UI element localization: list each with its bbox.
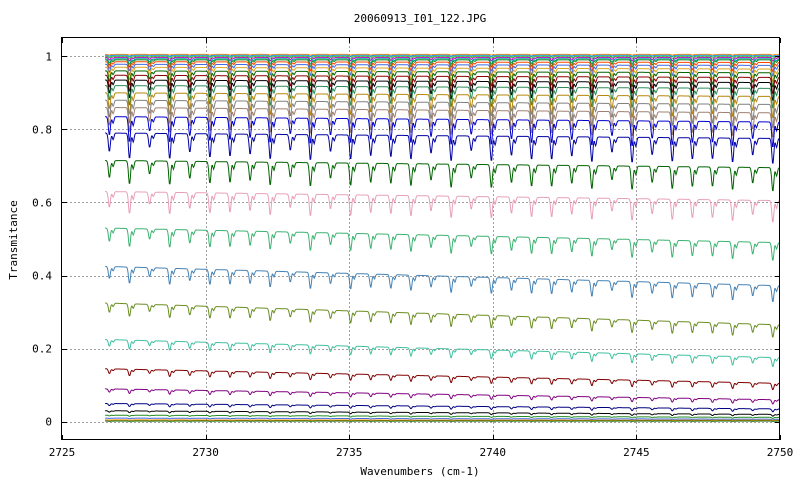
y-tick-label: 0.6 — [32, 196, 52, 209]
x-axis-label: Wavenumbers (cm-1) — [360, 465, 479, 478]
series-line-14 — [105, 99, 780, 128]
x-tick-label: 2750 — [767, 446, 794, 459]
plot-frame — [61, 37, 780, 440]
y-tick-label: 0 — [45, 416, 52, 429]
y-tick-label: 0.8 — [32, 123, 52, 136]
series-line-4 — [105, 58, 780, 65]
series-line-13 — [105, 92, 780, 118]
series-line-1 — [105, 54, 780, 58]
series-line-15 — [105, 106, 780, 138]
series-line-8 — [105, 66, 780, 82]
series-line-25 — [105, 388, 780, 405]
series-line-6 — [105, 61, 780, 72]
series-line-26 — [105, 403, 780, 413]
y-tick-label: 1 — [45, 50, 52, 63]
series-line-0 — [105, 53, 780, 56]
series-line-19 — [105, 191, 780, 223]
axis-ticks: 2725 2730 2735 2740 2745 2750 0 0.2 0.4 0.6 0.8 1 — [32, 38, 793, 459]
series-line-18 — [105, 159, 781, 192]
series-line-7 — [105, 63, 780, 77]
y-tick-label: 0.4 — [32, 270, 52, 283]
series-line-16 — [105, 116, 780, 147]
series-line-17 — [105, 132, 780, 164]
x-tick-label: 2740 — [480, 446, 507, 459]
y-axis-label: Transmitance — [7, 200, 20, 279]
x-tick-label: 2745 — [623, 446, 650, 459]
x-tick-label: 2735 — [336, 446, 363, 459]
series-line-5 — [105, 59, 780, 68]
series-line-2 — [105, 55, 780, 59]
series-line-9 — [105, 70, 780, 88]
series-line-22 — [105, 302, 780, 338]
series-line-12 — [105, 85, 781, 109]
series-group — [105, 53, 781, 422]
series-line-29 — [105, 417, 780, 421]
series-line-21 — [105, 265, 780, 302]
series-line-30 — [105, 419, 780, 422]
series-line-23 — [105, 339, 780, 367]
series-line-3 — [105, 56, 780, 62]
series-line-10 — [105, 74, 780, 94]
series-line-11 — [105, 79, 780, 101]
series-line-20 — [105, 227, 780, 261]
series-line-28 — [105, 414, 780, 419]
series-line-24 — [105, 368, 780, 390]
series-line-27 — [105, 410, 780, 417]
x-tick-label: 2725 — [49, 446, 76, 459]
chart-title: 20060913_I01_122.JPG — [354, 12, 486, 25]
y-tick-label: 0.2 — [32, 343, 52, 356]
x-tick-label: 2730 — [192, 446, 219, 459]
